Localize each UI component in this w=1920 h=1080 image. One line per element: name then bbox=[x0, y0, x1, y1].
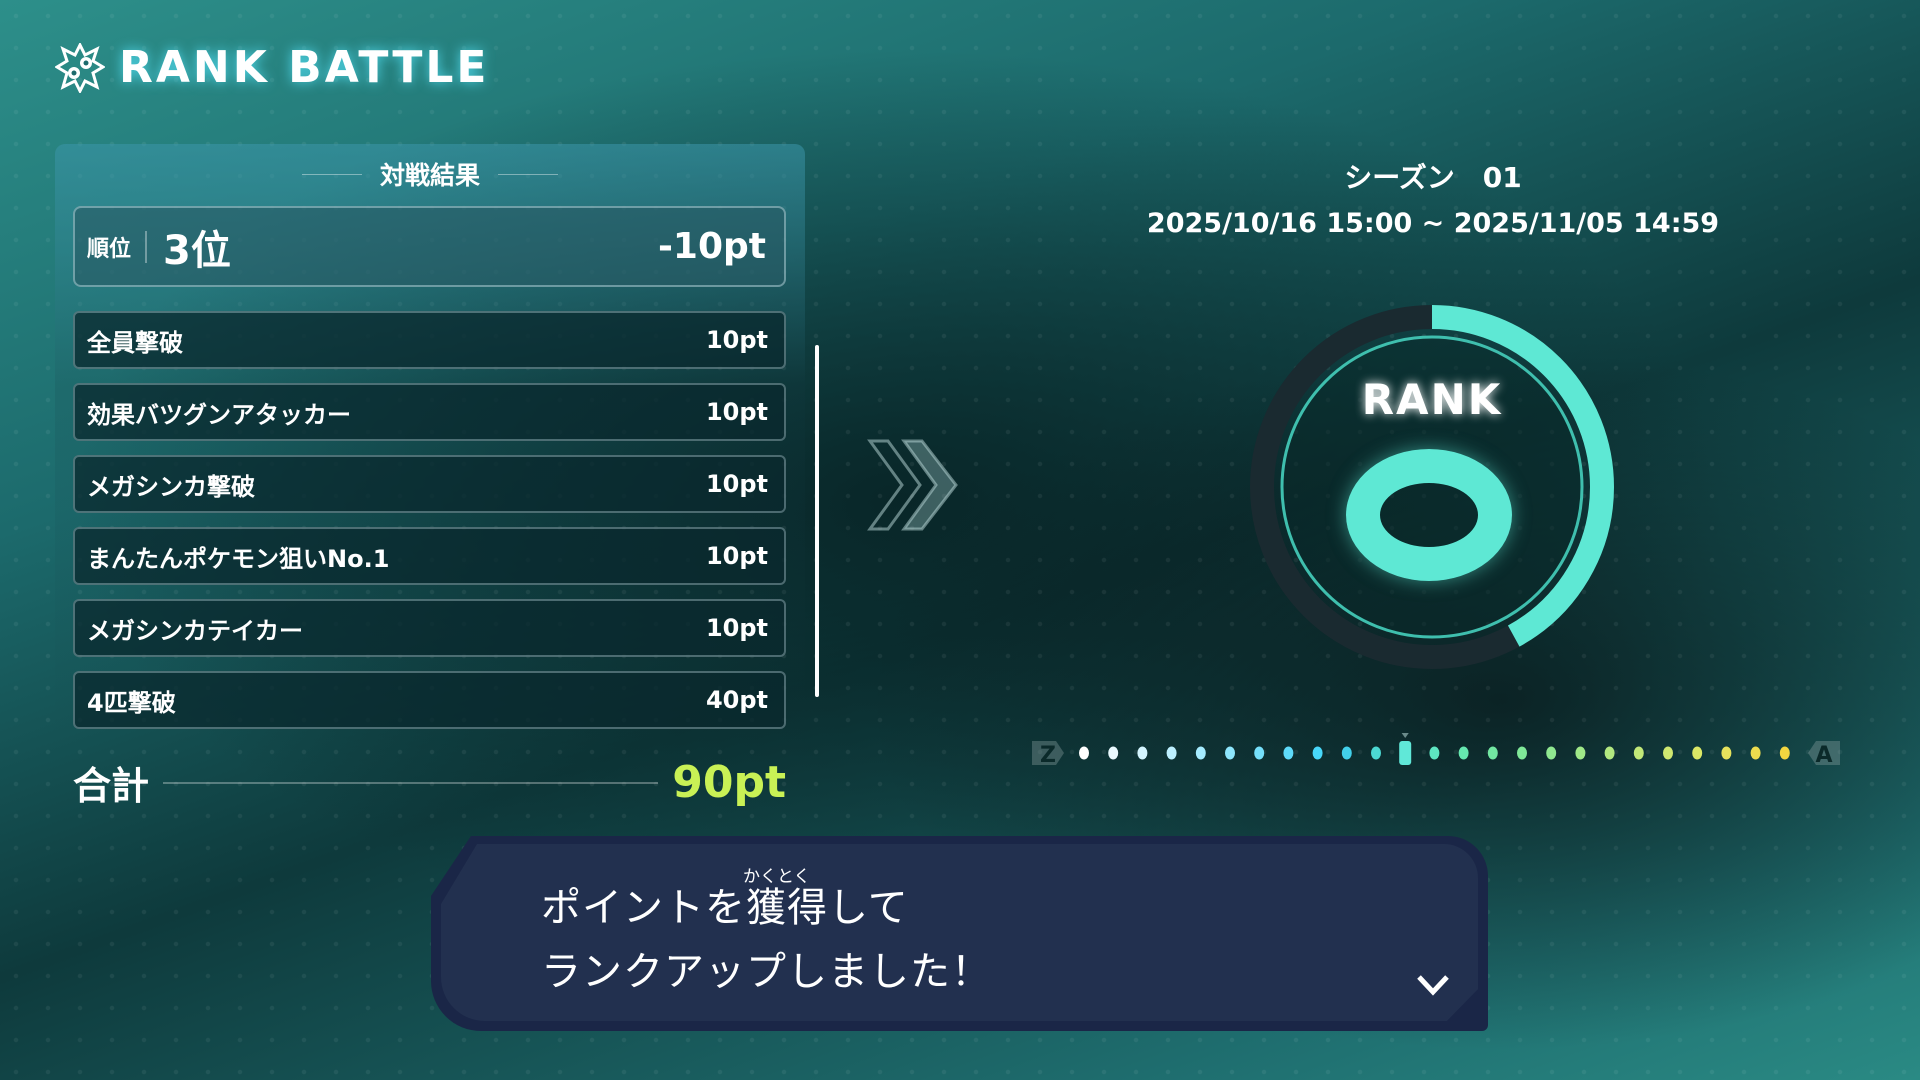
rank-dot bbox=[1517, 746, 1527, 760]
rank-dot bbox=[1458, 746, 1469, 760]
list-item: 全員撃破 10pt bbox=[73, 311, 786, 369]
item-label: まんたんポケモン狙いNo.1 bbox=[87, 544, 390, 573]
list-item: メガシンカ撃破 10pt bbox=[73, 455, 786, 513]
rank-dot bbox=[1166, 746, 1177, 760]
rank-dot bbox=[1575, 746, 1586, 760]
current-rank-marker bbox=[1399, 741, 1412, 765]
current-rank-pointer-icon bbox=[1400, 731, 1411, 738]
rank-dot bbox=[1195, 746, 1206, 760]
rank-dot bbox=[1079, 746, 1089, 760]
rank-dot bbox=[1663, 746, 1673, 760]
rank-dot bbox=[1137, 746, 1148, 760]
item-label: メガシンカテイカー bbox=[87, 616, 303, 645]
rank-dot bbox=[1371, 746, 1381, 760]
rank-gauge: RANK bbox=[1242, 297, 1622, 677]
placement-points: -10pt bbox=[657, 226, 766, 267]
item-points: 40pt bbox=[705, 686, 768, 714]
total-value: 90pt bbox=[672, 757, 786, 808]
gauge-progress bbox=[1250, 305, 1614, 669]
furigana: かくとく bbox=[743, 867, 811, 887]
rank-dot bbox=[1341, 746, 1352, 760]
item-points: 10pt bbox=[705, 614, 768, 642]
rank-high-badge bbox=[1808, 741, 1840, 765]
rank-dot bbox=[1750, 746, 1761, 760]
chevron-down-icon[interactable] bbox=[1416, 973, 1450, 997]
total-row: 合計 90pt bbox=[73, 755, 786, 810]
results-scrollbar[interactable] bbox=[815, 345, 819, 697]
rank-dot bbox=[1108, 746, 1119, 760]
total-label: 合計 bbox=[73, 764, 150, 808]
rank-dot bbox=[1225, 746, 1235, 760]
item-points: 10pt bbox=[705, 398, 768, 426]
rank-dot bbox=[1633, 746, 1644, 760]
rank-dot bbox=[1312, 746, 1323, 760]
list-item: 4匹撃破 40pt bbox=[73, 671, 786, 729]
item-label: メガシンカ撃破 bbox=[87, 472, 255, 501]
item-points: 10pt bbox=[705, 470, 768, 498]
message-dialog[interactable]: かくとく ポイントを獲得して ランクアップしました！ bbox=[431, 836, 1488, 1031]
message-line-2: ランクアップしました！ bbox=[541, 949, 992, 995]
item-points: 10pt bbox=[705, 326, 768, 354]
rank-battle-emblem-icon bbox=[55, 42, 105, 93]
rank-low-label: Z bbox=[1040, 743, 1056, 768]
rank-dot bbox=[1283, 746, 1294, 760]
placement-label: 順位 bbox=[87, 230, 148, 263]
rank-dot bbox=[1546, 746, 1557, 760]
rank-dot bbox=[1692, 746, 1703, 760]
message-line-1: ポイントを獲得して bbox=[541, 885, 909, 931]
list-item: まんたんポケモン狙いNo.1 10pt bbox=[73, 527, 786, 585]
page-title: RANK BATTLE bbox=[119, 42, 490, 93]
item-label: 4匹撃破 bbox=[87, 688, 176, 717]
results-heading: 対戦結果 bbox=[379, 161, 480, 190]
rank-dot bbox=[1254, 746, 1265, 760]
list-item: 効果バツグンアタッカー 10pt bbox=[73, 383, 786, 441]
rank-dot bbox=[1604, 746, 1615, 760]
list-item: メガシンカテイカー 10pt bbox=[73, 599, 786, 657]
double-arrow-icon bbox=[867, 439, 958, 531]
rank-dot bbox=[1429, 746, 1440, 760]
season-label: シーズン 01 bbox=[1344, 161, 1522, 194]
rank-dot bbox=[1721, 746, 1732, 760]
season-period: 2025/10/16 15:00 ~ 2025/11/05 14:59 bbox=[1146, 208, 1720, 239]
rank-dot bbox=[1779, 746, 1790, 760]
item-label: 効果バツグンアタッカー bbox=[87, 400, 351, 429]
rank-dot bbox=[1487, 746, 1498, 760]
rank-label: RANK bbox=[1361, 375, 1503, 424]
header: RANK BATTLE bbox=[55, 42, 489, 93]
placement-row: 順位 3位 -10pt bbox=[73, 206, 786, 287]
rank-letter-o bbox=[1346, 449, 1512, 581]
placement-value: 3位 bbox=[163, 227, 231, 274]
rank-low-badge bbox=[1032, 741, 1064, 765]
item-points: 10pt bbox=[705, 542, 768, 570]
item-label: 全員撃破 bbox=[87, 328, 183, 357]
rank-high-label: A bbox=[1815, 743, 1832, 768]
